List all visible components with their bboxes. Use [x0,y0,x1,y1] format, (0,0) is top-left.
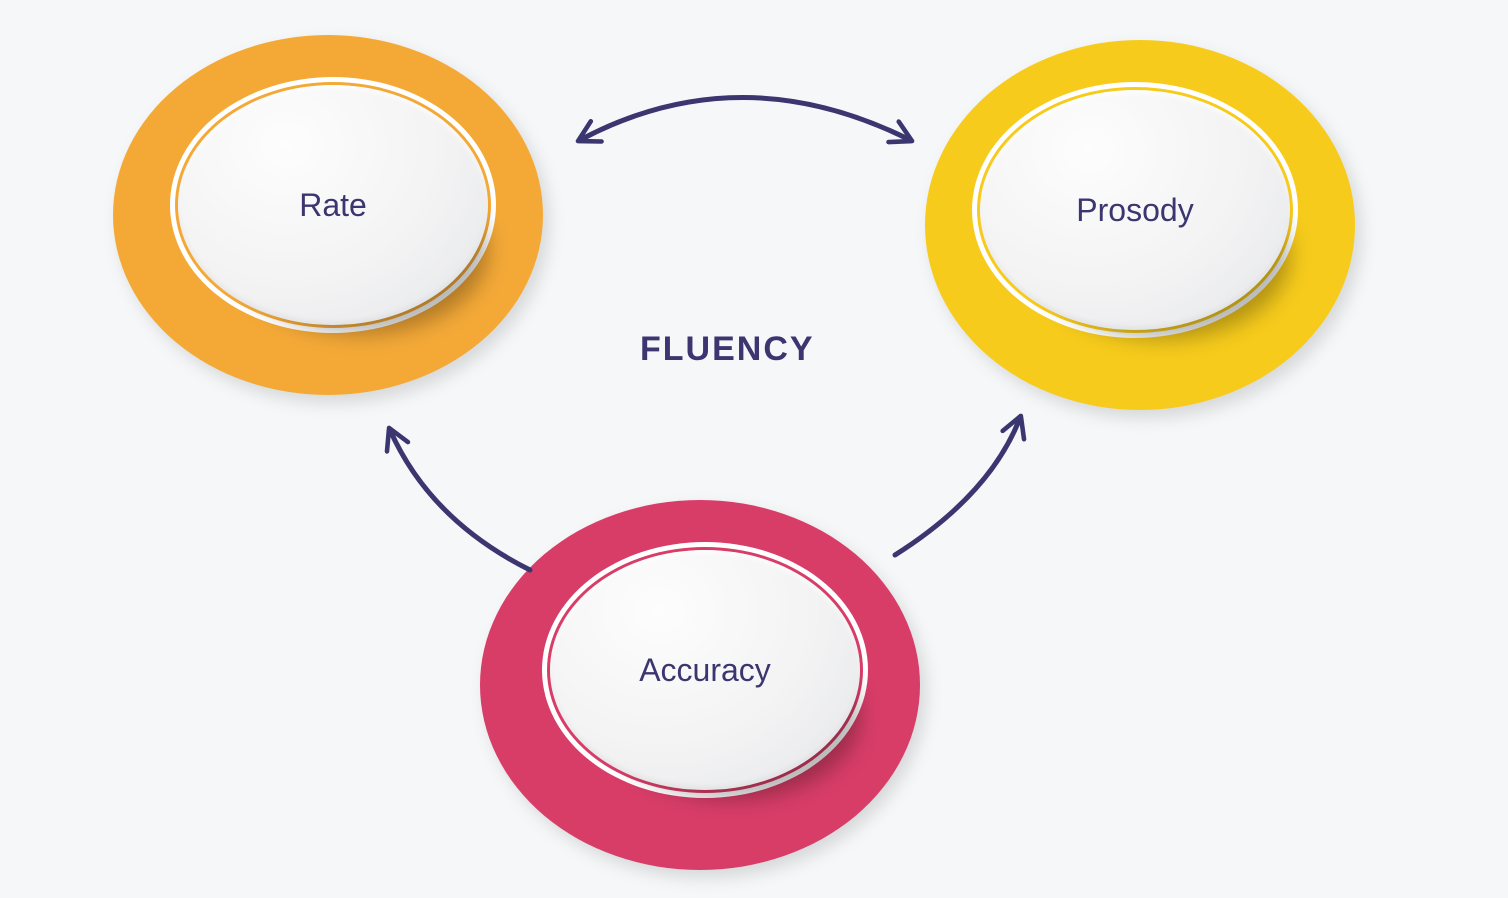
arrow-right [895,418,1020,555]
arrow-left [390,430,530,570]
diagram-canvas: Rate Prosody Accuracy FLUENCY [0,0,1508,898]
node-label-rate: Rate [299,187,367,224]
node-label-accuracy: Accuracy [639,652,771,689]
node-inner-rate: Rate [178,85,488,325]
center-label: FLUENCY [640,330,815,369]
node-label-prosody: Prosody [1076,192,1193,229]
node-inner-prosody: Prosody [980,90,1290,330]
node-inner-accuracy: Accuracy [550,550,860,790]
arrow-top [580,98,910,141]
